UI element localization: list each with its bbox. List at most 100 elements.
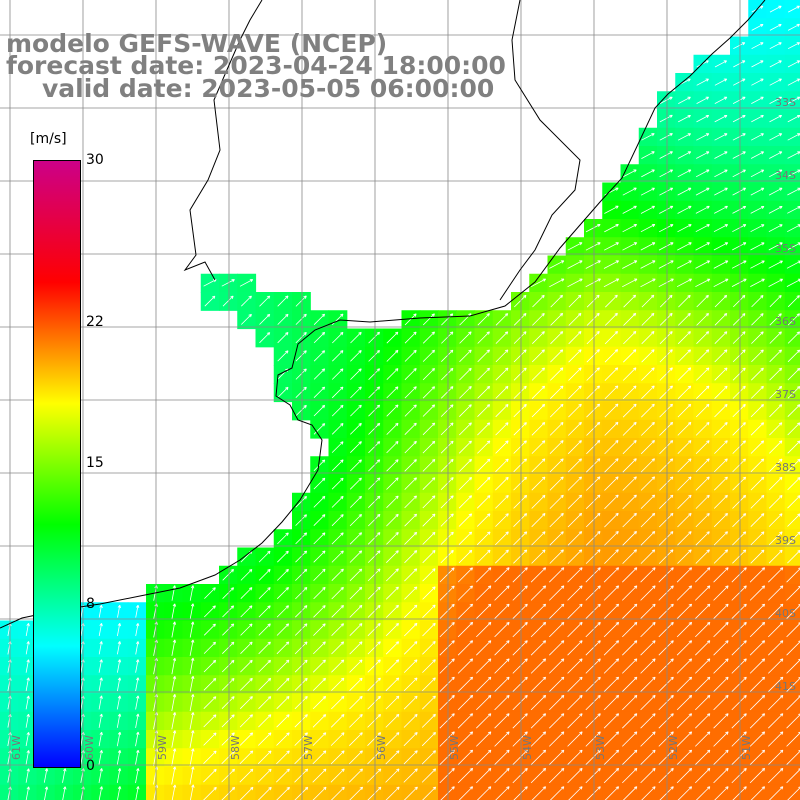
latitude-label-1: 34S xyxy=(775,169,796,182)
wind-arrow xyxy=(768,495,783,509)
wind-arrow xyxy=(768,513,783,527)
wind-arrow xyxy=(769,151,783,159)
field-cell xyxy=(200,292,220,311)
wind-arrow xyxy=(585,585,601,601)
wind-arrow xyxy=(695,513,710,528)
wind-arrow xyxy=(295,605,308,618)
wind-arrow xyxy=(641,294,655,308)
field-cell xyxy=(346,474,366,494)
wind-arrow xyxy=(604,786,620,800)
wind-arrow xyxy=(695,169,710,178)
wind-arrow xyxy=(477,313,490,326)
field-cell xyxy=(711,346,731,366)
wind-arrow xyxy=(25,713,30,728)
field-cell xyxy=(657,529,676,549)
field-cell xyxy=(693,730,713,749)
wind-arrow xyxy=(44,786,49,800)
field-cell xyxy=(219,784,238,800)
wind-arrow xyxy=(258,587,271,600)
wind-arrow xyxy=(713,260,729,269)
field-cell xyxy=(620,365,640,384)
wind-arrow xyxy=(658,621,674,638)
field-cell xyxy=(730,401,749,421)
field-cell xyxy=(456,730,476,749)
wind-arrow xyxy=(751,24,764,31)
field-cell xyxy=(565,766,585,786)
field-cell xyxy=(638,456,658,476)
field-cell xyxy=(219,730,238,749)
wind-arrow xyxy=(714,187,728,196)
field-cell xyxy=(511,693,530,713)
wind-arrow xyxy=(550,385,564,399)
field-cell xyxy=(584,711,603,731)
wind-arrow xyxy=(641,151,655,159)
wind-arrow xyxy=(240,641,253,654)
wind-arrow xyxy=(495,385,509,399)
wind-arrow xyxy=(732,494,747,509)
wind-arrow xyxy=(586,331,600,345)
field-cell xyxy=(675,164,695,184)
field-cell xyxy=(511,730,530,749)
wind-arrow xyxy=(567,640,583,656)
field-cell xyxy=(310,693,330,713)
field-cell xyxy=(456,365,476,384)
wind-arrow xyxy=(276,641,290,655)
wind-arrow xyxy=(659,187,674,196)
wind-arrow xyxy=(659,403,673,418)
field-cell xyxy=(328,438,348,457)
wind-arrow xyxy=(586,312,600,326)
wind-arrow xyxy=(367,750,382,765)
field-cell xyxy=(383,730,403,749)
wind-arrow xyxy=(623,312,637,326)
wind-arrow xyxy=(313,532,326,545)
field-cell xyxy=(419,584,439,603)
wind-arrow xyxy=(731,585,747,601)
wind-arrow xyxy=(641,786,656,800)
field-cell xyxy=(383,438,403,457)
field-cell xyxy=(438,675,457,695)
wind-arrow xyxy=(640,205,656,214)
field-cell xyxy=(292,383,311,403)
wind-arrow xyxy=(695,549,710,564)
wind-arrow xyxy=(117,623,122,637)
wind-arrow xyxy=(677,349,691,363)
wind-arrow xyxy=(439,603,455,619)
wind-arrow xyxy=(659,114,673,123)
wind-arrow xyxy=(604,494,619,510)
wind-arrow xyxy=(477,385,491,399)
wind-arrow xyxy=(695,749,711,765)
wind-arrow xyxy=(585,658,601,674)
field-cell xyxy=(547,492,567,512)
field-cell xyxy=(657,237,676,257)
latitude-label-4: 37S xyxy=(775,388,796,401)
wind-arrow xyxy=(171,621,177,638)
wind-arrow xyxy=(604,512,619,528)
field-cell xyxy=(438,456,457,476)
field-cell xyxy=(328,383,348,403)
field-cell xyxy=(584,657,603,676)
wind-arrow xyxy=(385,732,400,747)
field-cell xyxy=(365,730,384,749)
field-cell xyxy=(219,675,238,695)
field-cell xyxy=(200,766,220,786)
wind-arrow xyxy=(441,367,454,381)
wind-arrow xyxy=(422,786,437,800)
wind-arrow xyxy=(604,367,619,381)
wind-arrow xyxy=(368,513,381,527)
wind-arrow xyxy=(751,60,764,68)
field-cell xyxy=(365,748,384,768)
field-cell xyxy=(292,620,311,640)
wind-arrow xyxy=(239,732,254,746)
field-cell xyxy=(620,547,640,567)
field-cell xyxy=(529,492,549,512)
field-cell xyxy=(784,474,800,494)
field-cell xyxy=(255,638,275,658)
wind-arrow xyxy=(494,621,510,638)
wind-arrow xyxy=(331,386,344,399)
field-cell xyxy=(365,419,384,439)
wind-arrow xyxy=(495,786,510,800)
field-cell xyxy=(565,328,585,348)
wind-arrow xyxy=(549,458,564,473)
wind-arrow xyxy=(732,242,747,251)
